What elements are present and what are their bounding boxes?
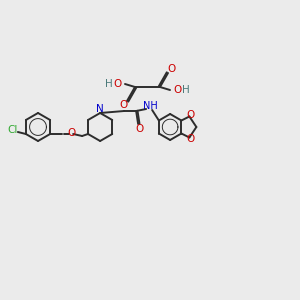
Text: O: O (174, 85, 182, 95)
Text: O: O (135, 124, 143, 134)
Text: O: O (67, 128, 75, 138)
Text: O: O (113, 79, 121, 89)
Text: O: O (167, 64, 175, 74)
Text: O: O (186, 134, 194, 145)
Text: NH: NH (143, 101, 158, 111)
Text: Cl: Cl (8, 125, 18, 135)
Text: H: H (105, 79, 113, 89)
Text: O: O (120, 100, 128, 110)
Text: N: N (96, 104, 104, 114)
Text: O: O (186, 110, 194, 119)
Text: H: H (182, 85, 190, 95)
